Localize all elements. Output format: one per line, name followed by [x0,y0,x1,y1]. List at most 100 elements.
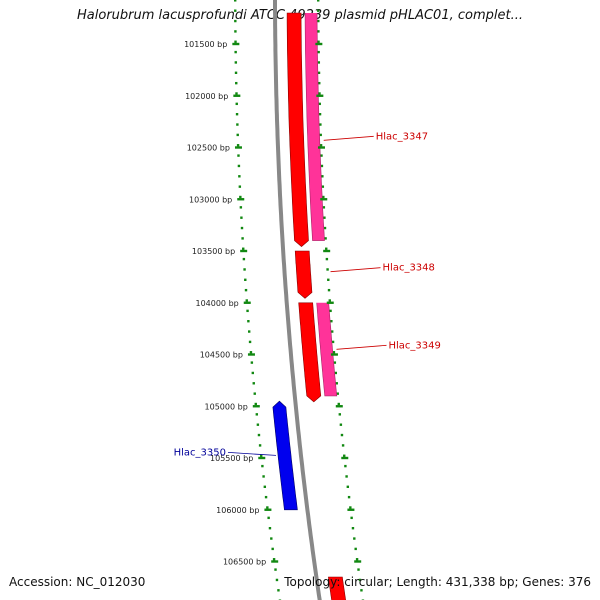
topology-label: Topology: [284,575,341,589]
gc-dot [246,309,249,313]
gc-dot [343,454,346,457]
gc-dot [235,102,238,106]
gc-dot [339,423,343,426]
gc-dot [325,257,329,261]
gene-arrow-reverse [272,400,298,511]
gene-arrow-forward [328,576,346,600]
gc-dot [235,81,238,85]
gc-dot [242,257,246,261]
genome-stats: Topology: circular; Length: 431,338 bp; … [284,575,591,589]
genes-value: 376 [568,575,591,589]
gc-dot [319,123,322,126]
accession-label: Accession: [9,575,73,589]
tick-label: 104000 bp [195,299,238,308]
gc-dot [333,361,337,364]
gene-label-track: Hlac_3347 Hlac_3348 Hlac_3349 Hlac_3350 [174,131,441,458]
gc-dot [270,537,273,540]
gc-content-track [234,0,365,600]
topology-value: circular [344,575,389,589]
gc-dot [236,144,240,147]
gc-dot [237,154,240,157]
gc-dot [320,154,323,157]
gc-dot [318,113,322,116]
gc-dot [262,475,265,478]
gc-dot [244,288,248,292]
gc-dot [250,361,254,364]
tick-label: 104500 bp [200,351,243,360]
gc-dot [254,402,257,406]
gc-dot [245,299,248,302]
gc-dot [240,226,244,230]
gc-dot [268,527,272,530]
gc-dot [323,226,327,230]
gc-dot [238,185,242,188]
gene-arrow-forward [286,12,309,247]
gc-dot [327,278,330,281]
gc-dot [260,454,263,457]
gc-dot [235,113,239,116]
gc-dot [234,50,237,54]
gc-dot [335,382,338,385]
tick-track: 101500 bp 102000 bp 102500 bp 103000 bp 1035… [184,40,362,567]
label-leader [323,135,374,141]
gc-dot [323,216,326,219]
gc-dot [239,195,242,199]
gc-dot [244,278,247,281]
gc-dot [338,413,342,416]
gc-dot [318,92,321,95]
gc-dot [264,495,268,499]
gc-dot [322,195,325,199]
gene-arrow-forward [294,250,313,299]
gc-dot [318,102,321,106]
gc-dot [241,237,244,240]
gc-dot [349,506,352,509]
gc-dot [243,268,246,271]
accession-info: Accession: NC_012030 [9,575,145,589]
gc-dot [239,206,243,209]
label-leader [227,452,277,456]
genes-label: Genes: [522,575,565,589]
gc-dot [328,299,331,302]
tick-label: 101500 bp [184,40,227,49]
feature-band [316,302,337,396]
gc-dot [360,589,363,592]
gc-dot [274,568,277,571]
gc-dot [237,164,241,168]
length-label: Length: [396,575,442,589]
gc-dot [319,144,323,147]
gc-dot [249,351,253,354]
gc-dot [247,320,250,323]
gc-dot [347,495,351,499]
gc-dot [267,516,270,520]
gc-dot [317,61,321,64]
gc-dot [334,371,337,375]
gc-dot [242,247,245,250]
gene-label-forward: Hlac_3347 [376,131,428,142]
gc-dot [317,9,320,12]
gc-dot [319,133,322,137]
gc-dot [353,537,356,540]
gc-dot [330,330,334,333]
gc-dot [321,175,324,178]
gene-label-forward: Hlac_3349 [388,340,440,351]
gc-dot [330,320,333,323]
gc-dot [277,589,280,592]
gc-dot [337,402,340,406]
gc-dot [234,9,237,12]
gc-dot [358,578,362,582]
tick-label: 103500 bp [192,247,235,256]
label-leader [330,267,381,273]
gc-dot [253,392,256,395]
gc-dot [263,485,267,488]
gc-dot [317,40,320,43]
gc-dot [271,547,274,551]
gc-dot [357,568,360,571]
accession-value: NC_012030 [76,575,146,589]
gc-dot [257,433,261,437]
gc-dot [234,71,238,74]
gc-dot [266,506,269,509]
gc-dot [354,547,357,551]
gc-dot [236,133,239,137]
gc-dot [234,19,237,23]
